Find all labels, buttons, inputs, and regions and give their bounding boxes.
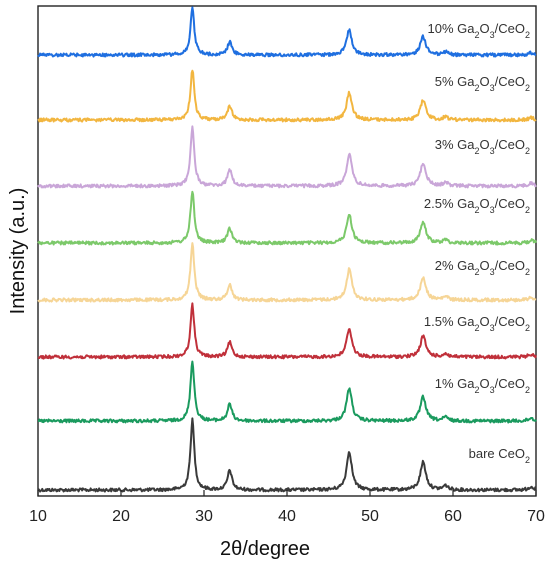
series-label: 2% Ga2O3/CeO2 [435,258,530,277]
series-line [37,190,537,246]
plot-frame [37,5,537,497]
series-label: 3% Ga2O3/CeO2 [435,137,530,156]
series-label: 10% Ga2O3/CeO2 [428,21,531,40]
x-tick-label: 40 [278,508,296,525]
x-tick-label: 30 [195,508,213,525]
series-label: 5% Ga2O3/CeO2 [435,74,530,93]
x-tick-label: 50 [361,508,379,525]
x-axis-ticks: 10 20 30 40 50 60 70 [29,490,545,525]
x-tick-label: 20 [112,508,130,525]
series-label: 1.5% Ga2O3/CeO2 [424,314,530,333]
x-axis-title: 2θ/degree [220,538,310,560]
series-label: 1% Ga2O3/CeO2 [435,376,530,395]
x-tick-label: 10 [29,508,47,525]
series-line [37,125,537,189]
series-line [37,6,537,58]
series-labels: bare CeO2 1% Ga2O3/CeO2 1.5% Ga2O3/CeO2 2% … [424,21,530,465]
series-line [37,69,537,123]
x-tick-label: 70 [527,508,545,525]
x-tick-label: 60 [444,508,462,525]
series-line [37,302,537,360]
series-line [37,242,537,303]
series-label: bare CeO2 [469,446,530,465]
series-label: 2.5% Ga2O3/CeO2 [424,196,530,215]
y-axis-title: Intensity (a.u.) [7,188,29,315]
series-line [37,360,537,424]
